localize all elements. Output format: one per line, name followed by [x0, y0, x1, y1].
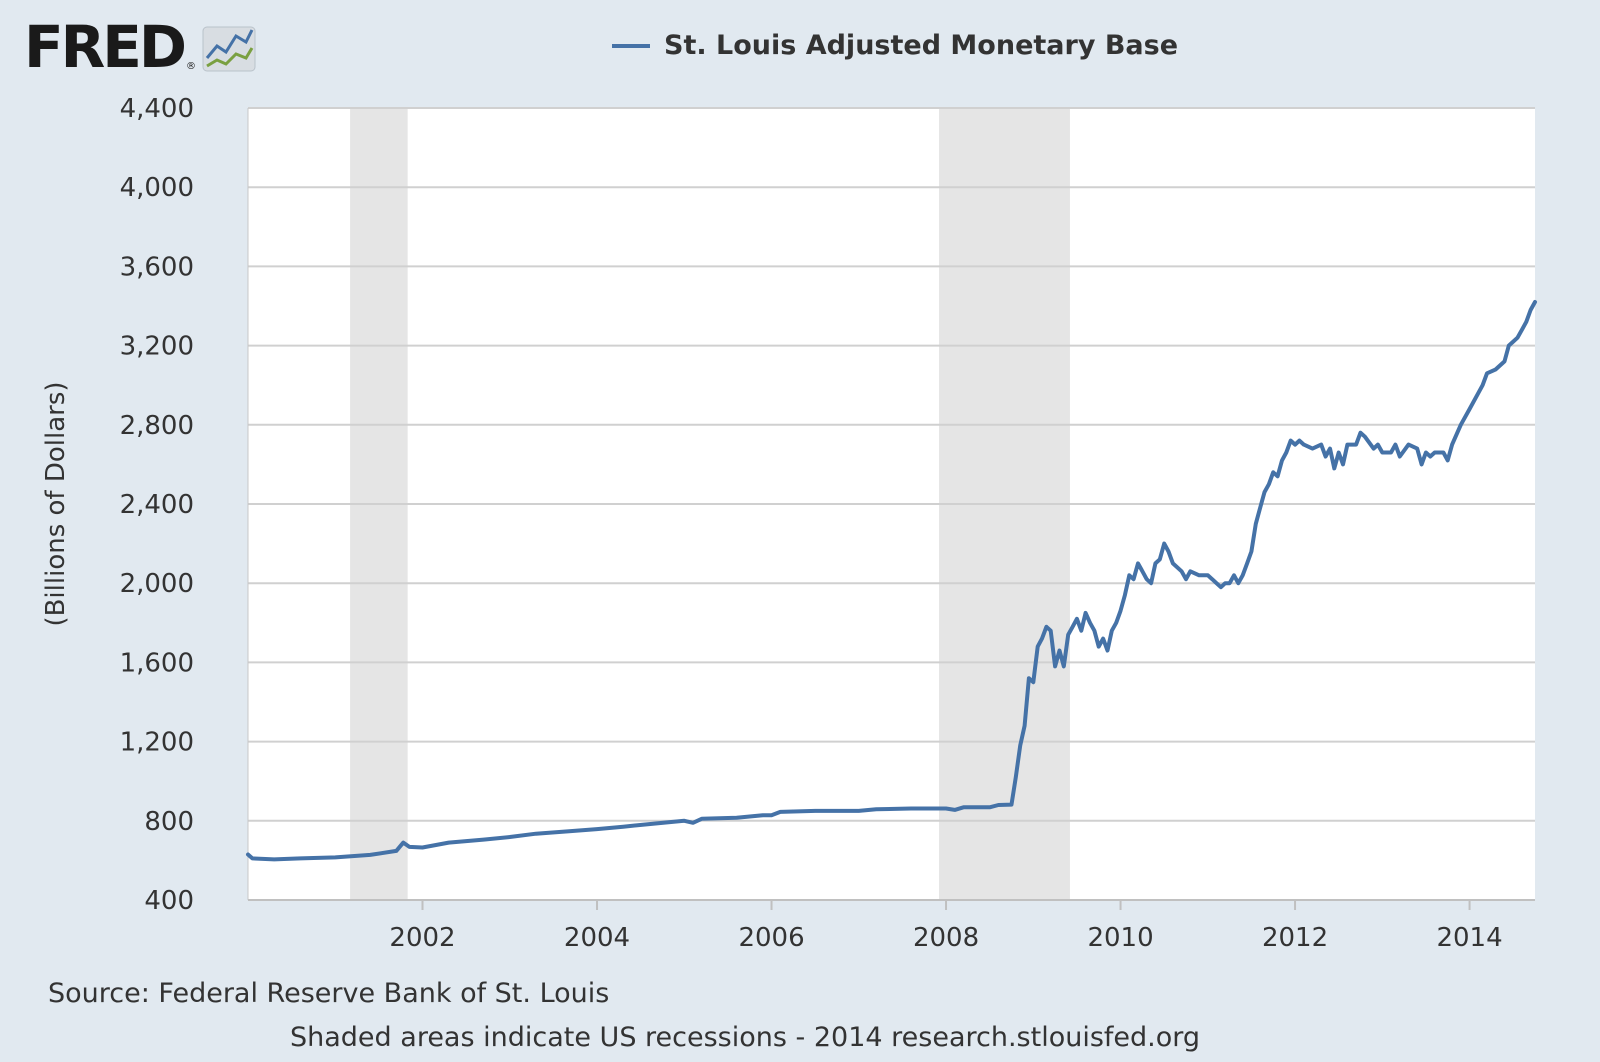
x-tick-label: 2008 — [913, 923, 979, 953]
y-tick-label: 3,200 — [120, 332, 194, 362]
x-tick-label: 2014 — [1436, 923, 1502, 953]
source-note: Source: Federal Reserve Bank of St. Loui… — [48, 978, 610, 1009]
fred-chart-icon — [202, 26, 256, 72]
y-tick-label: 4,000 — [120, 173, 194, 203]
x-tick-label: 2012 — [1262, 923, 1328, 953]
fred-logo: FRED ® — [24, 18, 256, 76]
y-tick-label: 4,400 — [120, 94, 194, 124]
x-tick-label: 2010 — [1087, 923, 1153, 953]
y-tick-label: 2,400 — [120, 490, 194, 520]
y-tick-label: 1,600 — [120, 648, 194, 678]
fred-logo-text: FRED — [24, 13, 187, 81]
x-tick-label: 2004 — [564, 923, 630, 953]
y-tick-label: 3,600 — [120, 252, 194, 282]
y-tick-label: 2,000 — [120, 569, 194, 599]
y-axis-label: (Billions of Dollars) — [41, 381, 71, 626]
legend-swatch — [612, 43, 650, 48]
x-tick-label: 2006 — [738, 923, 804, 953]
y-tick-label: 400 — [144, 886, 194, 916]
y-tick-label: 1,200 — [120, 728, 194, 758]
recession-note: Shaded areas indicate US recessions - 20… — [290, 1022, 1201, 1053]
y-tick-label: 2,800 — [120, 411, 194, 441]
legend-label: St. Louis Adjusted Monetary Base — [664, 30, 1179, 61]
y-tick-label: 800 — [144, 807, 194, 837]
x-tick-label: 2002 — [389, 923, 455, 953]
registered-mark: ® — [186, 61, 197, 72]
series-line-1 — [246, 300, 1537, 862]
chart-legend: St. Louis Adjusted Monetary Base — [612, 30, 1178, 61]
